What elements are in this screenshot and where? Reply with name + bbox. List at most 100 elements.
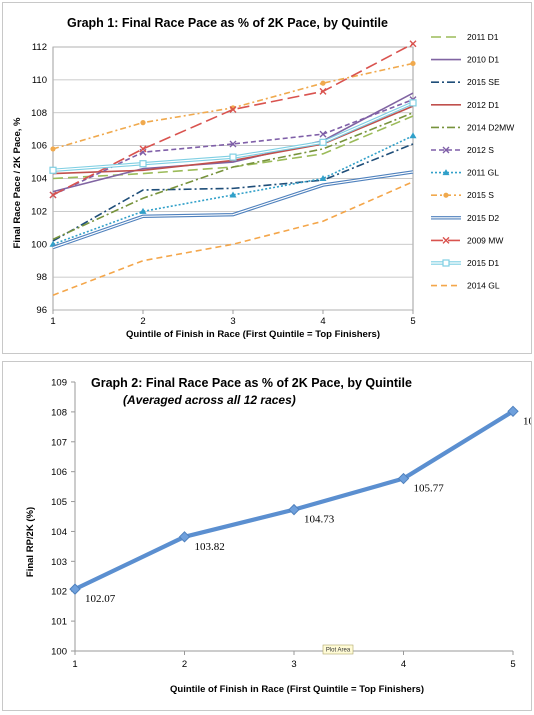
graph-1-series-2015-se	[52, 143, 414, 242]
graph-1-data-point	[409, 132, 417, 139]
graph-1-legend-marker	[442, 169, 450, 176]
graph-2-x-tick-label: 5	[510, 659, 515, 670]
graph-1-svg: Graph 1: Final Race Pace as % of 2K Pace…	[12, 16, 514, 340]
graph-2-x-tick-label: 2	[182, 659, 187, 670]
graph-1-y-tick-label: 98	[36, 272, 47, 283]
graph-1-legend-label: 2015 D2	[467, 213, 499, 223]
graph-1-series-2014-gl	[52, 181, 414, 296]
graph-2-y-tick-label: 104	[51, 527, 67, 538]
graph-2-data-label: 104.73	[304, 514, 335, 526]
graph-1-data-point	[49, 191, 57, 199]
graph-1-series-2015-d1	[49, 99, 417, 174]
graph-2-y-tick-label: 102	[51, 587, 67, 598]
graph-1-legend-label: 2012 D1	[467, 100, 499, 110]
graph-1-y-tick-label: 112	[32, 42, 47, 53]
graph-1-data-point	[319, 138, 327, 146]
graph-1-data-point	[319, 130, 327, 138]
graph-2-plot-area-tooltip-text: Plot Area	[326, 648, 351, 654]
graph-1-legend-item: 2015 D1	[431, 258, 499, 268]
graph-1-series-line	[52, 43, 414, 196]
graph-1-series-line	[52, 92, 414, 193]
graph-1-data-point	[409, 99, 417, 107]
graph-1-x-tick-label: 3	[230, 316, 235, 327]
graph-1-data-point	[229, 153, 237, 161]
graph-1-legend-item: 2010 D1	[431, 55, 499, 65]
graph-1-data-point	[140, 120, 146, 126]
graph-1-legend-label: 2015 SE	[467, 77, 500, 87]
graph-2-plot-area-tooltip-box	[322, 644, 354, 655]
graph-1-y-tick-label: 104	[31, 174, 47, 185]
graph-1-x-tick-label: 4	[320, 316, 325, 327]
graph-1-legend-marker	[442, 236, 450, 244]
graph-1-y-tick-label: 96	[36, 305, 47, 316]
graph-2-y-tick-label: 108	[51, 407, 67, 418]
graph-2-data-point	[507, 405, 519, 417]
graph-1-title: Graph 1: Final Race Pace as % of 2K Pace…	[67, 16, 388, 30]
graph-1-series-2015-s	[50, 60, 416, 152]
graph-1-legend-label: 2015 D1	[467, 258, 499, 268]
graph-2-data-label: 108.02	[523, 415, 531, 427]
graph-1-series-line	[52, 135, 414, 246]
graph-1-legend-label: 2010 D1	[467, 55, 499, 65]
graph-2-svg: Graph 2: Final Race Pace as % of 2K Pace…	[25, 376, 534, 695]
graph-2-y-tick-label: 109	[51, 378, 67, 389]
graph-1-data-point	[50, 146, 56, 152]
graph-1-legend-label: 2009 MW	[467, 235, 503, 245]
graph-2-x-tick-label: 1	[72, 659, 77, 670]
graph-2-data-point	[69, 583, 81, 595]
graph-1-series-line	[52, 112, 414, 241]
graph-1-legend-marker	[442, 259, 450, 267]
graph-2-title: Graph 2: Final Race Pace as % of 2K Pace…	[91, 376, 412, 390]
graph-1-data-point	[139, 145, 147, 153]
graph-1-legend-marker	[442, 146, 450, 154]
graph-1-data-point	[320, 80, 326, 86]
graph-1-data-point	[409, 40, 417, 48]
graph-2-plot-area-tooltip: Plot Area	[322, 644, 354, 655]
graph-2-data-label: 103.82	[195, 541, 225, 553]
graph-1-legend-label: 2011 GL	[467, 168, 499, 178]
graph-1-legend-item: 2014 D2MW	[431, 122, 514, 132]
graph-2-data-label: 105.77	[414, 483, 445, 495]
graph-1-y-tick-label: 108	[31, 108, 47, 119]
graph-1-x-tick-label: 1	[50, 316, 55, 327]
graph-2-data-point	[288, 503, 300, 516]
graph-2-x-axis-label: Quintile of Finish in Race (First Quinti…	[170, 684, 424, 695]
graph-1-series-2010-d1	[52, 92, 414, 193]
graph-1-legend-label: 2014 GL	[467, 281, 500, 291]
graph-2-data-label: 102.07	[85, 593, 116, 605]
graph-1-data-point	[229, 191, 237, 198]
graph-1-series-line-inner	[52, 171, 414, 249]
graph-2-y-tick-label: 100	[51, 647, 67, 658]
graph-1-data-point	[410, 60, 416, 67]
graph-1-series-line	[52, 143, 414, 242]
graph-1-y-axis-label: Final Race Pace / 2K Pace, %	[12, 117, 23, 249]
graph-1-legend-item: 2015 SE	[431, 77, 500, 87]
graph-1-series-2015-d2	[52, 170, 414, 250]
graph-1-data-point	[229, 105, 237, 113]
graph-1-legend-item: 2012 D1	[431, 100, 499, 110]
graph-2-x-tick-label: 4	[401, 659, 406, 670]
graph-1-legend-item: 2012 S	[431, 145, 494, 155]
graph-1-series-2009-mw	[49, 40, 417, 199]
graph-1-legend-label: 2012 S	[467, 145, 494, 155]
graph-2-data-point	[178, 531, 191, 543]
graph-2-series-line	[74, 409, 515, 592]
graph-1-data-point	[49, 166, 57, 174]
graph-1-x-axis-label: Quintile of Finish in Race (First Quinti…	[126, 329, 380, 340]
graph-1-y-tick-label: 100	[31, 239, 47, 250]
graph-1-y-tick-label: 106	[31, 141, 47, 152]
graph-2-y-tick-label: 103	[51, 557, 67, 568]
graph-2-panel: Graph 2: Final Race Pace as % of 2K Pace…	[2, 361, 534, 711]
graph-1-data-point	[139, 207, 147, 214]
graph-1-legend-item: 2011 GL	[431, 168, 499, 178]
graph-2-y-tick-label: 106	[51, 467, 67, 478]
graph-2-y-tick-label: 105	[51, 497, 67, 508]
graph-2-data-point	[397, 472, 410, 485]
graph-2-y-tick-label: 101	[51, 617, 67, 628]
graph-1-data-point	[319, 175, 327, 181]
graph-2-subtitle: (Averaged across all 12 races)	[123, 393, 296, 407]
graph-1-legend-item: 2009 MW	[431, 235, 503, 245]
graph-1-y-tick-label: 102	[31, 206, 47, 217]
graph-2-x-tick-label: 3	[291, 659, 296, 670]
graph-1-x-tick-label: 5	[410, 316, 415, 327]
